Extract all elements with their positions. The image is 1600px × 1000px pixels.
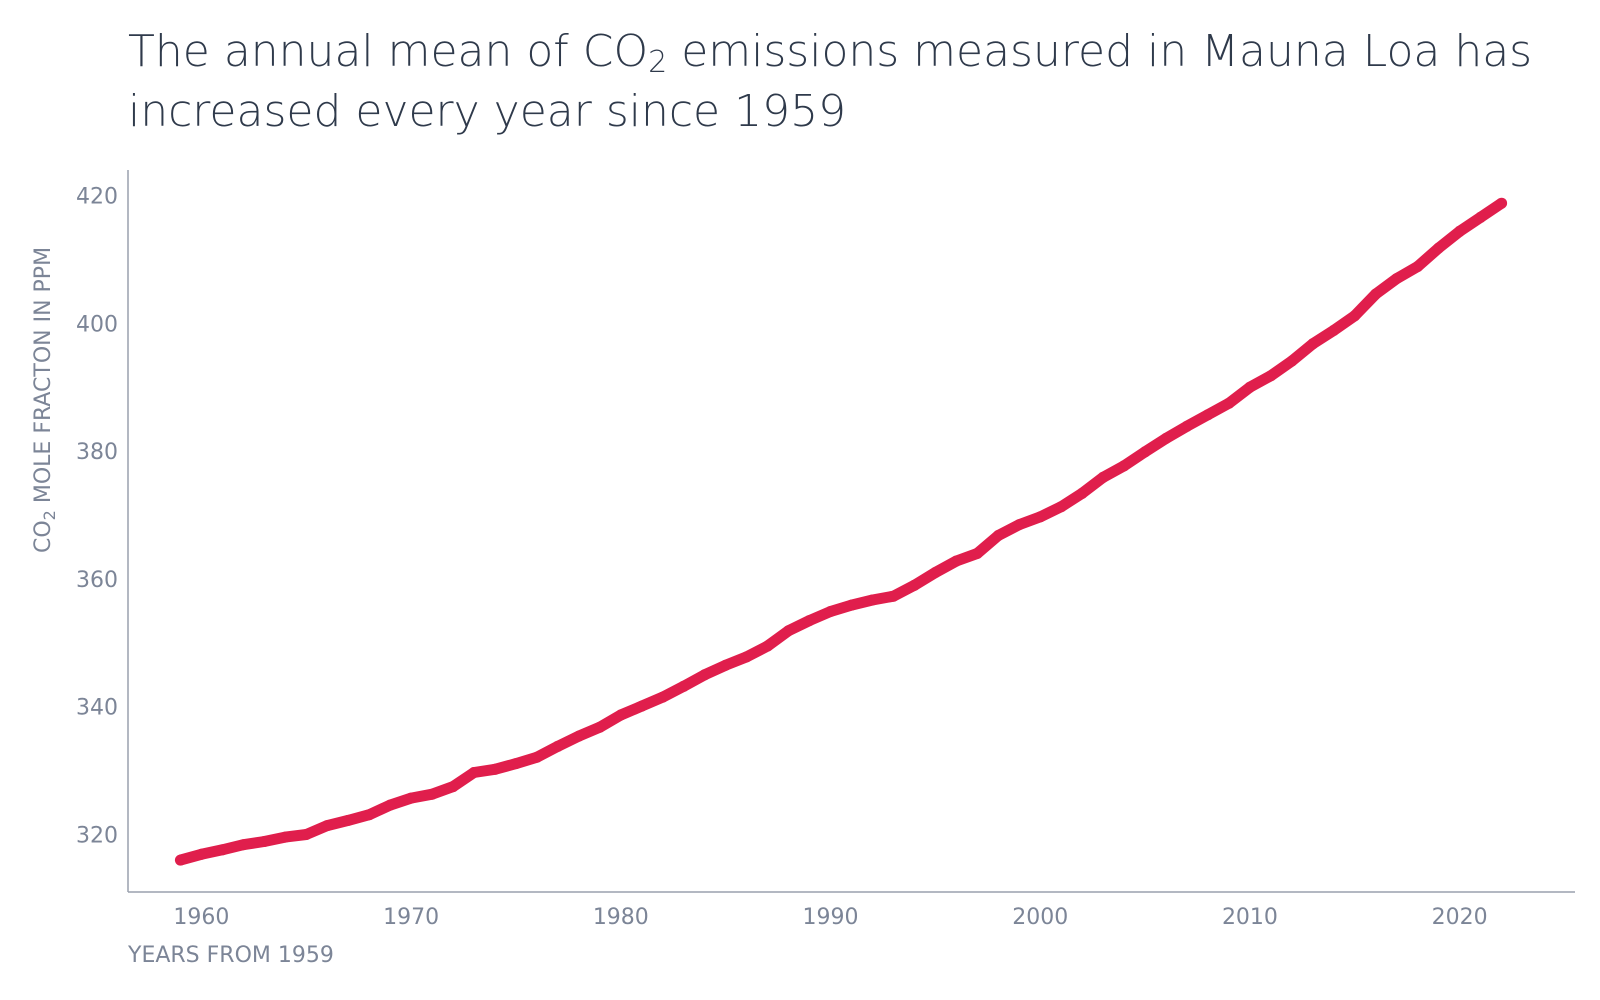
data-point bbox=[1076, 487, 1088, 499]
data-point bbox=[1055, 501, 1067, 513]
data-point bbox=[1097, 471, 1109, 483]
y-axis-title-post: MOLE FRACTON IN PPM bbox=[31, 247, 56, 510]
chart-title-post: emissions measured in Mauna Loa has incr… bbox=[128, 26, 1533, 137]
data-point bbox=[1307, 338, 1319, 350]
y-axis-ticks: 320 340 360 380 400 420 bbox=[76, 185, 118, 849]
data-point bbox=[258, 836, 270, 847]
data-point bbox=[405, 792, 417, 804]
data-point bbox=[657, 691, 669, 703]
data-point bbox=[531, 751, 543, 763]
data-point bbox=[594, 721, 606, 733]
y-tick-label: 340 bbox=[76, 696, 118, 721]
y-tick-label: 420 bbox=[76, 185, 118, 210]
y-axis-title-pre: CO bbox=[31, 520, 56, 553]
data-point bbox=[1139, 446, 1151, 458]
series-line bbox=[178, 198, 1505, 866]
data-point bbox=[1370, 288, 1382, 300]
data-point bbox=[699, 669, 711, 681]
data-point bbox=[825, 606, 836, 617]
data-point bbox=[300, 829, 312, 840]
x-tick-label: 2010 bbox=[1222, 905, 1278, 930]
chart-title-subscript: 2 bbox=[648, 45, 668, 80]
x-tick-label: 2020 bbox=[1432, 905, 1488, 930]
data-point bbox=[342, 814, 354, 826]
data-point bbox=[1454, 225, 1466, 237]
data-point bbox=[1202, 409, 1214, 421]
data-point bbox=[1391, 273, 1403, 285]
data-point bbox=[1412, 261, 1424, 272]
y-tick-label: 380 bbox=[76, 440, 118, 465]
y-tick-label: 360 bbox=[76, 568, 118, 593]
data-point bbox=[384, 799, 396, 811]
y-axis-title: CO2 MOLE FRACTON IN PPM bbox=[31, 247, 59, 553]
data-point bbox=[237, 839, 249, 851]
data-point bbox=[1181, 420, 1193, 432]
data-point bbox=[426, 788, 438, 800]
data-point bbox=[846, 599, 857, 611]
data-point bbox=[636, 700, 648, 712]
data-point bbox=[1349, 310, 1361, 322]
data-point bbox=[447, 781, 459, 793]
data-point bbox=[321, 820, 333, 832]
data-point bbox=[992, 530, 1004, 541]
data-point bbox=[1034, 511, 1046, 523]
data-point bbox=[908, 579, 920, 591]
data-point bbox=[510, 758, 522, 770]
data-point bbox=[678, 680, 690, 692]
data-point bbox=[552, 740, 564, 752]
chart-title: The annual mean of CO2 emissions measure… bbox=[128, 22, 1568, 142]
data-point bbox=[741, 651, 753, 663]
y-tick-label: 320 bbox=[76, 823, 118, 848]
data-point bbox=[1223, 397, 1235, 409]
data-point bbox=[1496, 197, 1508, 209]
y-tick-label: 400 bbox=[76, 312, 118, 337]
data-point bbox=[1475, 211, 1487, 223]
data-point bbox=[216, 844, 228, 856]
data-point bbox=[174, 854, 186, 866]
x-axis-title: YEARS FROM 1959 bbox=[127, 943, 334, 968]
series-layer bbox=[174, 197, 1508, 866]
x-tick-label: 2000 bbox=[1012, 905, 1068, 930]
data-point bbox=[1286, 355, 1298, 367]
data-point bbox=[720, 659, 732, 671]
data-point bbox=[804, 615, 816, 626]
data-point bbox=[929, 567, 941, 578]
data-point bbox=[887, 590, 899, 602]
data-point bbox=[1118, 460, 1130, 472]
data-point bbox=[762, 640, 774, 652]
axes bbox=[127, 170, 1575, 893]
data-point bbox=[1244, 381, 1256, 393]
data-point bbox=[363, 809, 375, 821]
data-point bbox=[1328, 324, 1340, 336]
data-point bbox=[468, 767, 480, 778]
x-tick-label: 1970 bbox=[383, 905, 439, 930]
data-point bbox=[615, 709, 627, 721]
x-axis-ticks: 1960 1970 1980 1990 2000 2010 2020 bbox=[173, 905, 1487, 930]
data-point bbox=[573, 730, 585, 742]
x-tick-label: 1980 bbox=[593, 905, 649, 930]
data-point bbox=[1013, 519, 1025, 531]
y-axis-title-subscript: 2 bbox=[40, 510, 59, 520]
data-point bbox=[1160, 432, 1172, 444]
data-point bbox=[867, 594, 878, 606]
x-tick-label: 1960 bbox=[173, 905, 229, 930]
data-point bbox=[783, 625, 795, 637]
data-point bbox=[950, 555, 962, 567]
chart-title-pre: The annual mean of CO bbox=[128, 26, 649, 77]
data-point bbox=[1265, 370, 1277, 382]
data-point bbox=[489, 763, 501, 775]
data-point bbox=[279, 831, 291, 843]
data-point bbox=[195, 848, 207, 860]
data-point bbox=[1433, 242, 1445, 254]
x-tick-label: 1990 bbox=[803, 905, 859, 930]
data-point bbox=[971, 547, 983, 559]
